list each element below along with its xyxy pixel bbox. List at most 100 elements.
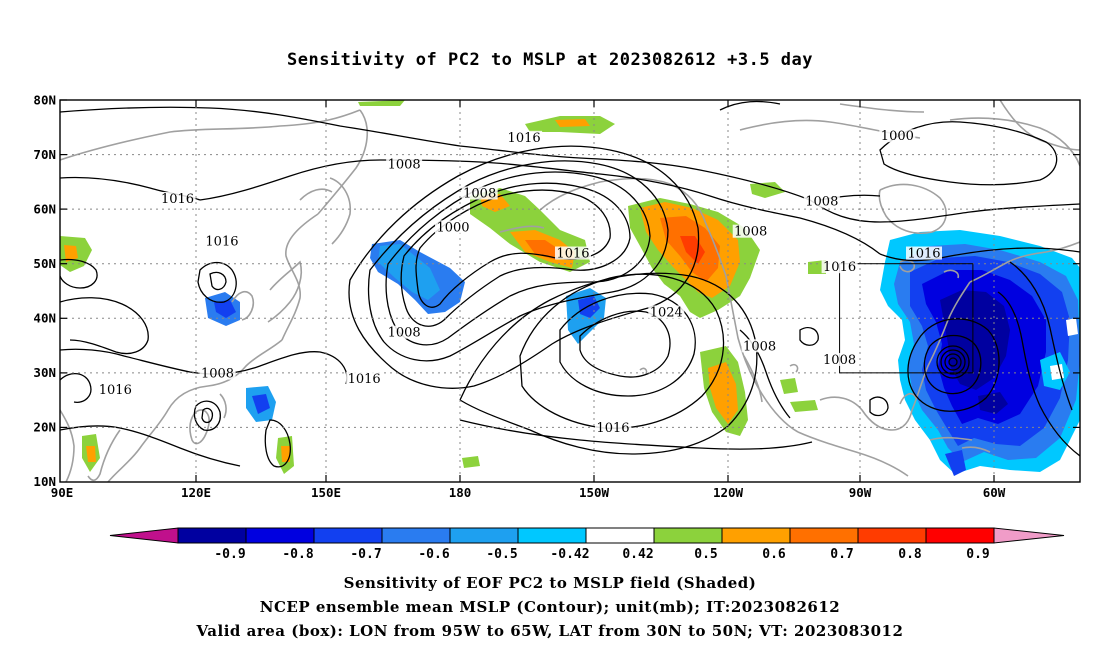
contour-label: 1008 xyxy=(388,326,421,341)
shade-positive xyxy=(525,240,560,260)
figure-title: Sensitivity of PC2 to MSLP at 2023082612… xyxy=(286,50,813,70)
contour-label: 1008 xyxy=(743,339,776,354)
contour-label-bg xyxy=(803,194,840,208)
colorbar-swatch xyxy=(381,527,451,544)
colorbar-label: -0.8 xyxy=(282,547,313,562)
contour-label-bg xyxy=(648,305,685,319)
contour-label-bg xyxy=(386,157,423,171)
contour-label-bg xyxy=(203,234,240,248)
contour-label-bg xyxy=(506,130,543,144)
shade-positive xyxy=(462,456,480,468)
contour-label-bg xyxy=(97,382,134,396)
lon-label: 180 xyxy=(449,485,472,500)
contour-label: 1024 xyxy=(650,305,683,320)
lat-label: 50N xyxy=(33,256,56,271)
shade-negative xyxy=(978,392,1008,414)
colorbar-label: 0.8 xyxy=(898,547,922,562)
colorbar-low-arrow xyxy=(109,527,179,544)
contour-label-bg xyxy=(346,372,383,386)
colorbar-label: 0.6 xyxy=(762,547,786,562)
colorbar-swatch xyxy=(517,527,587,544)
colorbar-swatch xyxy=(177,527,247,544)
colorbar-high-arrow xyxy=(993,527,1065,544)
contour-label: 1000 xyxy=(881,129,914,144)
contour-label: 1016 xyxy=(205,235,238,250)
caption-line-1: Sensitivity of EOF PC2 to MSLP field (Sh… xyxy=(343,574,757,592)
shade-positive xyxy=(790,400,818,412)
contour-label: 1016 xyxy=(596,421,629,436)
longitude-labels: 90E 120E 150E 180 150W 120W 90W 60W xyxy=(51,485,1006,500)
colorbar-swatch xyxy=(925,527,995,544)
contour-label: 1016 xyxy=(348,372,381,387)
colorbar-label: 0.7 xyxy=(830,547,853,562)
contour-label: 1008 xyxy=(201,367,234,382)
contour-label: 1016 xyxy=(823,260,856,275)
contour-labels: 1016 1000 1008 1008 1008 1016 1008 1000 1016 1016… xyxy=(97,129,943,436)
lon-label: 120E xyxy=(181,485,211,500)
contour-label-bg xyxy=(879,129,916,143)
shade-hole xyxy=(1066,318,1078,336)
colorbar-label: -0.7 xyxy=(350,547,381,562)
shade-negative xyxy=(214,300,236,318)
contour-label: 1016 xyxy=(508,131,541,146)
shade-negative xyxy=(578,296,600,318)
colorbar-swatch xyxy=(721,527,791,544)
map-frame xyxy=(59,99,1081,483)
contour-label: 1008 xyxy=(463,187,496,202)
lat-label: 30N xyxy=(33,365,56,380)
contour-label-bg xyxy=(159,191,196,205)
shade-negative xyxy=(940,290,1010,390)
shade-negative xyxy=(252,394,270,414)
caption-line-3: Valid area (box): LON from 95W to 65W, L… xyxy=(196,622,904,640)
shade-positive xyxy=(808,260,826,274)
contour-label-bg xyxy=(461,186,498,200)
colorbar-swatch xyxy=(789,527,859,544)
colorbar-label: 0.42 xyxy=(622,547,653,562)
lon-label: 90E xyxy=(51,485,74,500)
colorbar-swatch xyxy=(313,527,383,544)
valid-area-box xyxy=(839,263,974,374)
shade-positive xyxy=(86,446,96,462)
caption-line-2: NCEP ensemble mean MSLP (Contour); unit(… xyxy=(259,598,841,616)
contour-label-bg xyxy=(435,220,472,234)
lat-label: 60N xyxy=(33,202,56,217)
colorbar-label: -0.5 xyxy=(486,547,517,562)
contour-label-bg xyxy=(199,366,236,380)
colorbar: -0.9 -0.8 -0.7 -0.6 -0.5 -0.42 0.42 0.5 0.6 0.7 0.… xyxy=(109,527,1065,562)
contour-label-bg xyxy=(732,224,769,238)
lat-label: 20N xyxy=(33,420,56,435)
colorbar-swatch xyxy=(585,527,655,544)
shade-positive xyxy=(555,119,590,127)
contour-label: 1008 xyxy=(388,158,421,173)
lat-label: 70N xyxy=(33,147,56,162)
contour-label-bg xyxy=(386,325,423,339)
colorbar-swatch xyxy=(653,527,723,544)
shade-positive xyxy=(64,245,78,262)
contour-label-bg xyxy=(741,339,778,353)
contour-label: 1016 xyxy=(161,192,194,207)
colorbar-label: 0.5 xyxy=(694,547,717,562)
colorbar-label: -0.42 xyxy=(550,547,589,562)
lon-label: 60W xyxy=(983,485,1006,500)
lon-label: 90W xyxy=(849,485,872,500)
colorbar-label: -0.9 xyxy=(214,547,245,562)
contour-label-bg xyxy=(594,421,631,435)
contour-label-bg xyxy=(554,246,591,260)
contour-label: 1008 xyxy=(805,195,838,210)
shade-positive xyxy=(358,100,405,106)
lon-label: 150W xyxy=(579,485,610,500)
lat-label: 10N xyxy=(33,474,56,489)
colorbar-label: -0.6 xyxy=(418,547,449,562)
lat-label: 40N xyxy=(33,311,56,326)
latitude-labels: 80N 70N 60N 50N 40N 30N 20N 10N xyxy=(33,93,56,490)
contour-label: 1016 xyxy=(556,247,589,262)
colorbar-swatch xyxy=(449,527,519,544)
colorbar-swatch xyxy=(857,527,927,544)
contour-label: 1008 xyxy=(734,225,767,240)
shade-positive xyxy=(750,182,785,198)
contour-label: 1016 xyxy=(907,247,940,262)
contour-label-bg xyxy=(906,246,943,260)
sensitivity-shading xyxy=(60,100,1080,476)
shade-negative xyxy=(378,244,440,300)
